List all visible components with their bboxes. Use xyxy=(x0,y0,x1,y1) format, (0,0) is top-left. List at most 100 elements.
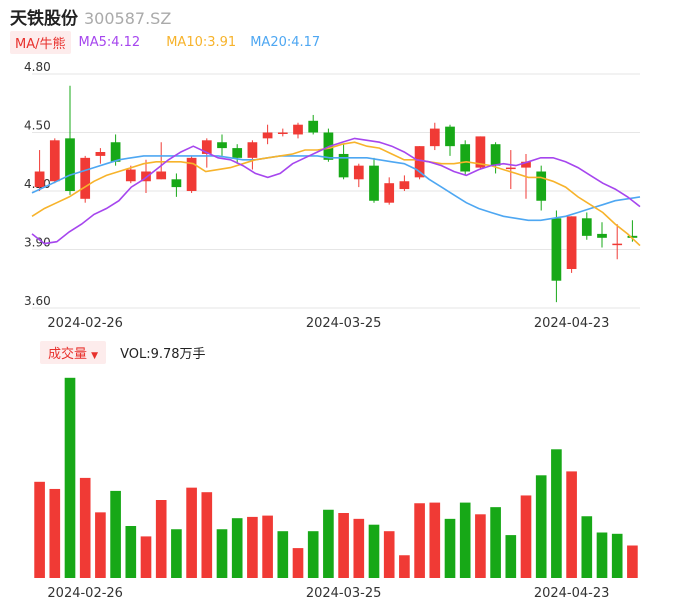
candle-body xyxy=(171,179,182,188)
ma5-line xyxy=(31,137,641,245)
candle-body xyxy=(612,243,623,246)
volume-bar xyxy=(201,492,213,578)
candle-body xyxy=(262,132,273,139)
volume-bar xyxy=(292,548,304,578)
ma-legend: MA/牛熊 MA5:4.12 MA10:3.91 MA20:4.17 xyxy=(10,30,321,54)
candle-body xyxy=(80,157,91,199)
candle-body xyxy=(414,146,425,178)
stock-header: 天铁股份 300587.SZ xyxy=(10,4,172,29)
ma20-legend: MA20:4.17 xyxy=(250,34,321,50)
candle-body xyxy=(247,142,258,158)
volume-bar xyxy=(247,516,258,578)
volume-bar xyxy=(231,518,243,578)
stock-name: 天铁股份 xyxy=(10,9,78,29)
ma-selector-button[interactable]: MA/牛熊 xyxy=(10,30,71,54)
candle-body xyxy=(490,144,501,166)
volume-bar xyxy=(581,516,593,578)
volume-bar xyxy=(475,514,486,578)
volume-bar xyxy=(459,502,471,578)
ma10-line xyxy=(31,141,641,247)
price-tick-label: 4.50 xyxy=(24,119,51,133)
volume-bar xyxy=(323,509,334,578)
candle-body xyxy=(217,142,227,149)
volume-bar xyxy=(171,529,182,578)
volume-bar xyxy=(566,471,577,578)
volume-bar xyxy=(551,449,562,578)
candle-body xyxy=(445,126,455,147)
candle-body xyxy=(34,171,45,188)
ma20-line xyxy=(31,155,641,222)
candle-body xyxy=(460,144,471,172)
candle-body xyxy=(505,167,516,170)
candle-body xyxy=(384,183,395,203)
candle-body xyxy=(293,124,303,135)
candle-body xyxy=(521,161,531,168)
volume-date-tick-label: 2024-03-25 xyxy=(306,586,382,601)
ma10-legend: MA10:3.91 xyxy=(166,34,237,50)
date-tick-label: 2024-03-25 xyxy=(306,316,382,331)
volume-selector-label: 成交量 xyxy=(48,346,88,362)
candle-body xyxy=(65,138,75,191)
volume-bar xyxy=(49,488,61,578)
candle-body xyxy=(627,235,638,238)
date-tick-label: 2024-04-23 xyxy=(534,316,610,331)
volume-bar xyxy=(34,481,45,578)
candle-body xyxy=(141,171,151,182)
candle-body xyxy=(475,136,486,168)
volume-bar xyxy=(399,555,410,578)
dropdown-arrow-icon: ▼ xyxy=(91,350,99,361)
volume-bar xyxy=(505,535,517,578)
candle-body xyxy=(581,218,592,236)
volume-bar xyxy=(155,500,167,578)
volume-date-tick-label: 2024-04-23 xyxy=(534,586,610,601)
candle-body xyxy=(338,153,349,178)
volume-bar xyxy=(110,490,121,578)
candle-body xyxy=(110,142,121,162)
volume-bar xyxy=(262,515,273,578)
candle-body xyxy=(597,233,607,238)
volume-value: VOL:9.78万手 xyxy=(120,346,206,362)
volume-bar xyxy=(216,529,228,578)
volume-bar xyxy=(490,507,501,578)
volume-bar xyxy=(125,526,137,578)
volume-bar xyxy=(353,518,365,578)
candle-body xyxy=(551,218,562,281)
price-tick-label: 4.80 xyxy=(24,60,51,74)
volume-bar xyxy=(307,531,319,578)
date-tick-label: 2024-02-26 xyxy=(47,316,123,331)
candle-body xyxy=(369,165,379,201)
candle-body xyxy=(95,152,106,156)
ma5-legend: MA5:4.12 xyxy=(78,34,141,50)
candle-body xyxy=(232,148,243,158)
candle-body xyxy=(201,140,212,154)
volume-bar xyxy=(277,531,289,578)
candle-body xyxy=(399,181,410,190)
candle-body xyxy=(277,132,288,134)
volume-bar xyxy=(611,533,623,578)
volume-selector-button[interactable]: 成交量 ▼ xyxy=(40,340,107,364)
volume-date-tick-label: 2024-02-26 xyxy=(47,586,123,601)
volume-legend: 成交量 ▼ VOL:9.78万手 xyxy=(40,340,206,364)
candle-body xyxy=(156,171,167,180)
volume-bar xyxy=(414,503,425,578)
volume-bar xyxy=(368,524,380,578)
volume-bar xyxy=(627,545,638,578)
volume-bar xyxy=(535,475,547,578)
volume-bar xyxy=(95,512,106,578)
volume-bar xyxy=(520,495,532,578)
volume-bar xyxy=(64,377,76,578)
candle-body xyxy=(566,216,577,269)
candle-body xyxy=(429,128,440,147)
candle-body xyxy=(49,140,60,182)
candle-body xyxy=(353,165,364,180)
volume-bar xyxy=(383,531,395,578)
volume-bar xyxy=(338,513,349,578)
stock-code: 300587.SZ xyxy=(84,9,172,28)
candle-body xyxy=(186,157,197,191)
volume-bar xyxy=(596,532,608,578)
price-tick-label: 3.60 xyxy=(24,294,51,308)
candle-body xyxy=(308,120,319,133)
candle-body xyxy=(536,171,547,201)
price-tick-label: 3.90 xyxy=(24,236,51,250)
